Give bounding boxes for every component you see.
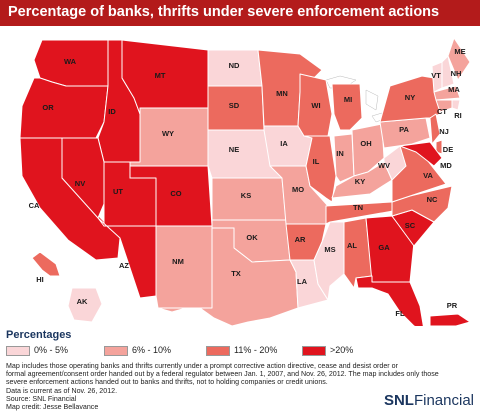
state-pr xyxy=(429,313,471,327)
state-label-ri: RI xyxy=(454,111,462,120)
state-label-sd: SD xyxy=(229,101,240,110)
footnote-line: formal agreement/consent order handed ou… xyxy=(6,370,439,379)
state-me xyxy=(447,37,471,81)
state-label-ia: IA xyxy=(280,139,288,148)
state-label-mt: MT xyxy=(155,71,166,80)
state-ct xyxy=(435,99,453,113)
state-label-oh: OH xyxy=(360,139,371,148)
state-ga xyxy=(365,215,415,283)
state-label-nh: NH xyxy=(451,69,462,78)
legend-swatch xyxy=(302,346,326,356)
state-label-mo: MO xyxy=(292,185,304,194)
state-label-ok: OK xyxy=(246,233,258,242)
brand-suffix: Financial xyxy=(413,392,474,409)
state-label-fl: FL xyxy=(395,309,405,318)
state-label-wv: WV xyxy=(378,161,390,170)
brand-prefix: SNL xyxy=(383,392,414,409)
state-label-ms: MS xyxy=(324,245,335,254)
legend-swatch xyxy=(206,346,230,356)
legend-title: Percentages xyxy=(6,329,72,341)
state-label-il: IL xyxy=(313,157,320,166)
state-ak xyxy=(67,287,103,323)
footnote-line: Map includes those operating banks and t… xyxy=(6,362,398,370)
legend-label: 0% - 5% xyxy=(34,345,69,355)
state-label-id: ID xyxy=(108,107,116,116)
state-de xyxy=(435,139,443,155)
state-nh xyxy=(441,55,455,89)
state-label-mi: MI xyxy=(344,95,352,104)
legend-label: 6% - 10% xyxy=(132,345,172,355)
us-map: WA OR CA ID NV UT AZ MT WY CO NM ND SD NE KS OK TX MN IA MO… xyxy=(19,37,471,331)
state-ri xyxy=(451,99,461,111)
state-label-nd: ND xyxy=(229,61,240,70)
state-label-ne: NE xyxy=(229,145,239,154)
state-label-vt: VT xyxy=(431,71,441,80)
state-label-wy: WY xyxy=(162,129,174,138)
state-label-ar: AR xyxy=(295,235,306,244)
state-label-al: AL xyxy=(347,241,357,250)
state-label-sc: SC xyxy=(405,221,416,230)
legend-label: >20% xyxy=(330,345,354,355)
state-mi xyxy=(331,83,363,131)
state-label-mn: MN xyxy=(276,89,288,98)
state-in xyxy=(333,133,355,183)
state-md xyxy=(399,141,443,167)
state-label-ga: GA xyxy=(378,243,390,252)
state-label-ut: UT xyxy=(113,187,123,196)
legend-swatch xyxy=(104,346,128,356)
state-ma xyxy=(433,85,461,101)
state-nj xyxy=(429,113,441,145)
state-label-tx: TX xyxy=(231,269,241,278)
state-oh xyxy=(351,123,385,177)
state-wv xyxy=(383,145,407,181)
state-label-ny: NY xyxy=(405,93,415,102)
footnote-line: severe enforcement actions handed out to… xyxy=(6,378,328,387)
state-label-az: AZ xyxy=(119,261,129,270)
footnote-line: Map credit: Jesse Bellavance xyxy=(6,403,99,412)
state-label-me: ME xyxy=(454,47,465,56)
state-or xyxy=(19,77,109,139)
state-label-co: CO xyxy=(170,189,181,198)
map-area: WA OR CA ID NV UT AZ MT WY CO NM ND SD NE KS OK TX MN IA MO… xyxy=(0,26,480,331)
state-label-nv: NV xyxy=(75,179,85,188)
title-bar: Percentage of banks, thrifts under sever… xyxy=(0,0,480,26)
state-label-va: VA xyxy=(423,171,433,180)
legend: 0% - 5% 6% - 10% 11% - 20% >20% xyxy=(6,344,426,358)
state-nm xyxy=(155,225,213,309)
state-nc xyxy=(391,185,453,223)
state-label-ct: CT xyxy=(437,107,447,116)
state-fl xyxy=(355,275,425,331)
state-label-ma: MA xyxy=(448,85,460,94)
footnote-line: Data is current as of Nov. 26, 2012. xyxy=(6,386,118,395)
state-label-la: LA xyxy=(297,277,308,286)
state-label-nm: NM xyxy=(172,257,184,266)
state-label-ks: KS xyxy=(241,191,251,200)
state-hi xyxy=(31,251,61,277)
state-label-ca: CA xyxy=(29,201,40,210)
state-label-pa: PA xyxy=(399,125,409,134)
state-label-ky: KY xyxy=(355,177,365,186)
legend-label: 11% - 20% xyxy=(234,345,278,355)
state-label-wa: WA xyxy=(64,57,77,66)
footnote-line: Source: SNL Financial xyxy=(6,394,77,403)
map-title: Percentage of banks, thrifts under sever… xyxy=(8,4,440,20)
state-label-ak: AK xyxy=(77,297,88,306)
state-label-wi: WI xyxy=(311,101,320,110)
state-label-nj: NJ xyxy=(439,127,449,136)
state-label-nc: NC xyxy=(427,195,438,204)
great-lake-2 xyxy=(365,89,379,111)
state-label-pr: PR xyxy=(447,301,458,310)
state-label-tn: TN xyxy=(353,203,363,212)
snl-financial-logo: SNLFinancial xyxy=(384,392,474,409)
state-il xyxy=(303,135,337,203)
state-label-de: DE xyxy=(443,145,453,154)
state-label-md: MD xyxy=(440,161,452,170)
footnotes: Map includes those operating banks and t… xyxy=(6,362,439,412)
state-label-hi: HI xyxy=(36,275,44,284)
state-label-or: OR xyxy=(42,103,54,112)
legend-swatch xyxy=(6,346,30,356)
state-label-in: IN xyxy=(336,149,344,158)
